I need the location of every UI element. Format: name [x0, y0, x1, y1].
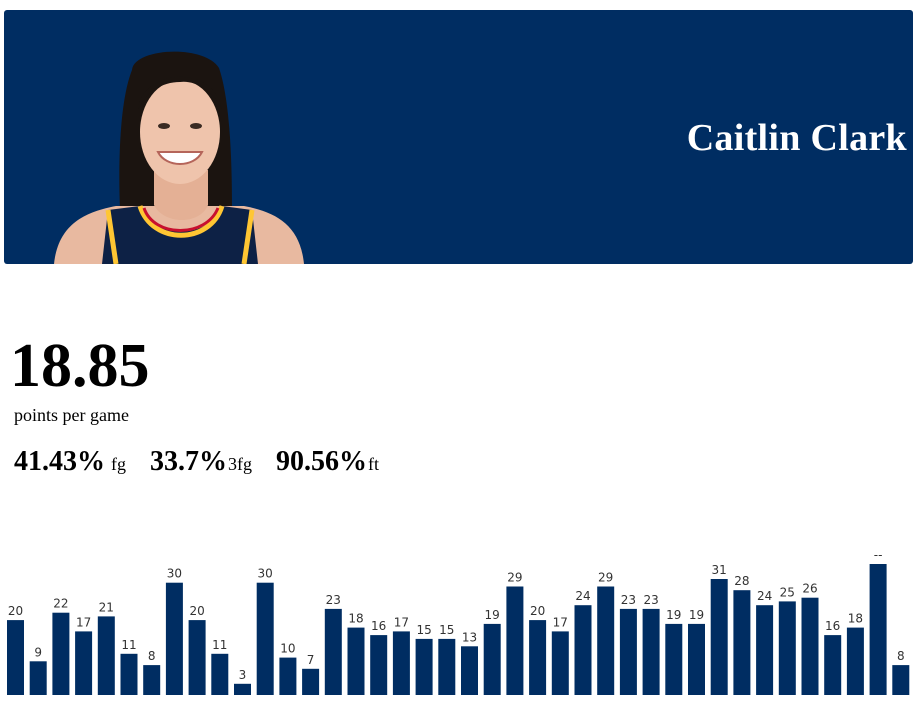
chart-bar [188, 620, 206, 695]
chart-bar-label: 19 [485, 608, 500, 622]
chart-bar-label: 29 [598, 571, 613, 585]
shooting-stats: 41.43% fg 33.7% 3fg 90.56% ft [14, 446, 403, 478]
stat-ft: 90.56% ft [276, 446, 379, 478]
chart-bar [846, 627, 864, 695]
chart-bar [461, 646, 478, 695]
chart-bar [688, 623, 705, 695]
chart-bar-label: 30 [167, 567, 182, 581]
chart-bar [75, 631, 93, 695]
chart-bar [165, 582, 183, 695]
chart-bar [778, 601, 796, 695]
chart-bar-label: 16 [825, 619, 840, 633]
stat-fg-value: 41.43% [14, 446, 105, 477]
chart-bar-label: 20 [8, 604, 23, 618]
chart-bar-label: 17 [394, 615, 409, 629]
chart-bar-label: 25 [780, 585, 795, 599]
chart-bar [756, 605, 774, 695]
stat-3fg-label: 3fg [228, 454, 252, 474]
chart-bar [869, 564, 887, 695]
chart-bar-label: 23 [621, 593, 636, 607]
chart-bar-label: 24 [575, 589, 590, 603]
chart-bar-label: 13 [462, 630, 477, 644]
chart-bar-label: 29 [507, 571, 522, 585]
chart-bar-label: 11 [121, 638, 136, 652]
chart-bar-label: 28 [734, 574, 749, 588]
chart-bar-label: 7 [307, 653, 315, 667]
chart-bar [506, 586, 524, 695]
player-banner: Caitlin Clark [4, 10, 913, 264]
chart-bar-label: 20 [530, 604, 545, 618]
chart-bar [347, 627, 365, 695]
points-per-game-value: 18.85 [10, 332, 150, 400]
chart-bar [143, 665, 161, 695]
player-name: Caitlin Clark [686, 117, 907, 159]
chart-bar-label: 30 [258, 567, 273, 581]
chart-bar [256, 582, 274, 695]
chart-bar [642, 608, 660, 695]
chart-bar-label: 3 [239, 668, 247, 682]
chart-bar [824, 635, 842, 695]
chart-bar-label: 18 [348, 612, 363, 626]
chart-bar-label: -- [874, 548, 883, 562]
chart-bar [29, 661, 47, 695]
chart-bar [574, 605, 592, 695]
chart-bar-label: 10 [280, 642, 295, 656]
chart-bar-label: 26 [802, 582, 817, 596]
chart-bar [324, 608, 342, 695]
chart-bar [483, 623, 501, 695]
chart-bar [529, 620, 547, 695]
chart-bar-label: 15 [416, 623, 431, 637]
stat-ft-value: 90.56% [276, 446, 367, 477]
chart-bar [665, 623, 683, 695]
chart-bar-label: 20 [189, 604, 204, 618]
chart-bar-label: 19 [689, 608, 704, 622]
chart-bar-label: 16 [371, 619, 386, 633]
chart-bar-label: 31 [712, 563, 727, 577]
chart-bar-label: 22 [53, 597, 68, 611]
chart-bar-label: 8 [897, 649, 905, 663]
chart-bar-label: 23 [326, 593, 341, 607]
stat-fg-label: fg [111, 454, 126, 474]
chart-bar-label: 9 [34, 645, 42, 659]
chart-bar [710, 579, 728, 695]
chart-bar [52, 612, 70, 695]
stat-ft-label: ft [368, 454, 379, 474]
chart-bar-label: 17 [76, 615, 91, 629]
chart-bar [733, 590, 751, 695]
chart-bar-label: 24 [757, 589, 772, 603]
chart-bar-label: 18 [848, 612, 863, 626]
chart-bar-label: 23 [643, 593, 658, 607]
stat-fg: 41.43% fg [14, 446, 126, 478]
chart-bar-label: 8 [148, 649, 156, 663]
chart-bar [801, 597, 819, 695]
chart-bar-label: 19 [666, 608, 681, 622]
chart-bar [97, 616, 115, 695]
chart-bar [415, 638, 433, 695]
chart-bar [370, 635, 388, 695]
chart-bar [302, 668, 320, 695]
chart-bar [551, 631, 569, 695]
chart-bar [211, 653, 229, 695]
chart-bar-label: 17 [553, 615, 568, 629]
chart-bar [892, 665, 910, 695]
chart-bar [7, 620, 24, 695]
chart-bar-label: 15 [439, 623, 454, 637]
points-per-game-label: points per game [14, 405, 129, 425]
chart-bar [438, 638, 456, 695]
chart-bar [619, 608, 637, 695]
chart-bar [597, 586, 615, 695]
chart-bar [120, 653, 138, 695]
chart-bar [279, 657, 297, 695]
chart-bar [234, 683, 251, 695]
chart-bar-label: 21 [99, 600, 114, 614]
chart-bar-label: 11 [212, 638, 227, 652]
player-headshot-icon [54, 51, 304, 264]
points-bar-chart: 20 9 22 17 21 11 8 30 20 11 3 30 10 7 23 18 16 17 15 15 13 19… [7, 548, 910, 695]
chart-bar [392, 631, 410, 695]
stat-3fg-value: 33.7% [150, 446, 227, 477]
stat-3fg: 33.7% 3fg [150, 446, 252, 478]
